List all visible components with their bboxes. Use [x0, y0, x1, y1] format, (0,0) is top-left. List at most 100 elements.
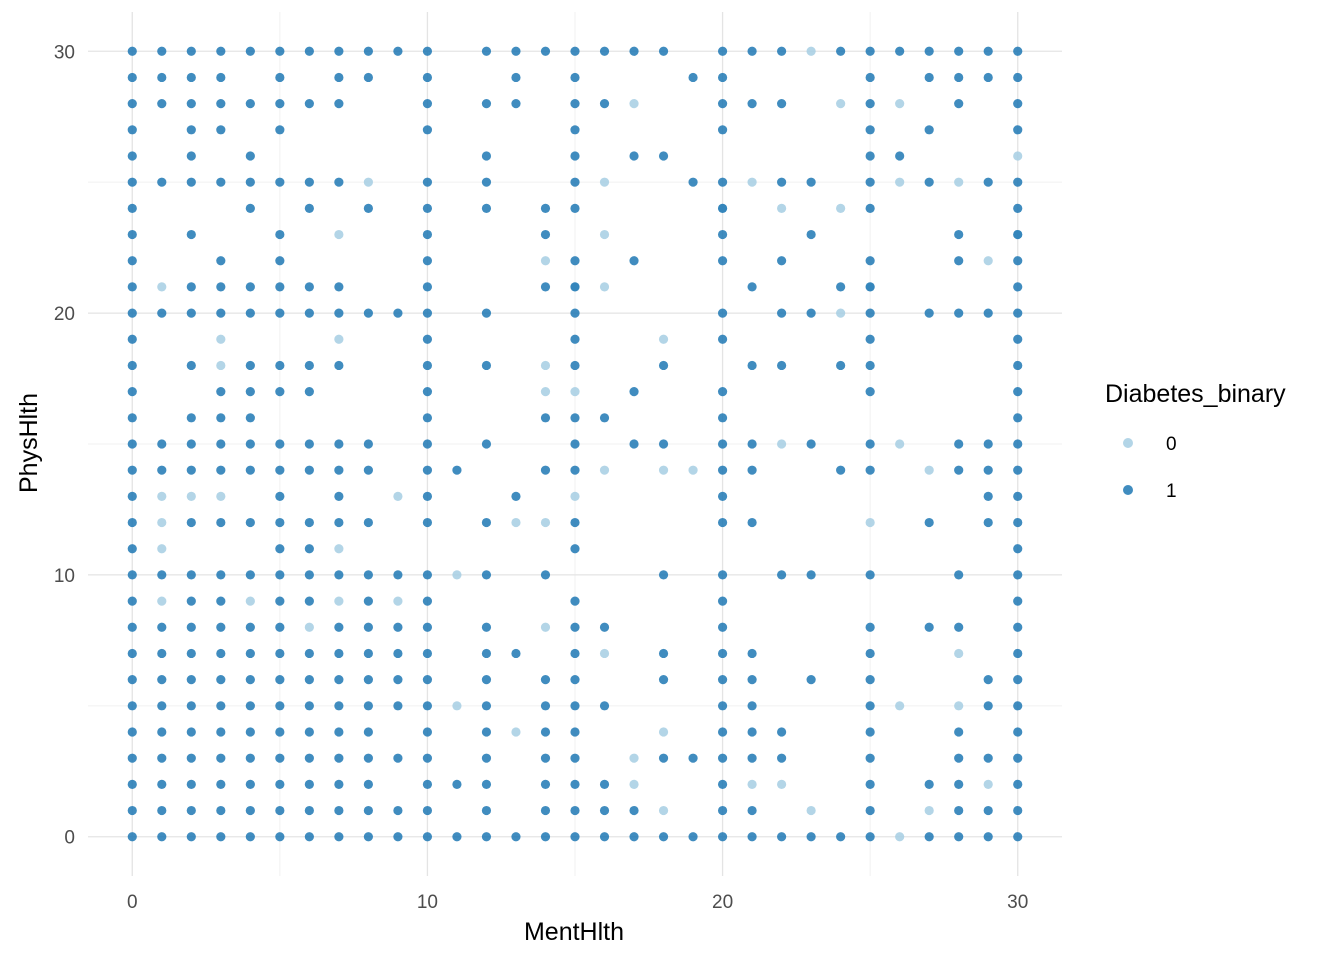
data-point-1	[481, 46, 492, 56]
data-point-1	[127, 544, 137, 554]
data-point-1	[1013, 570, 1023, 580]
data-point-1	[865, 727, 875, 737]
data-point-1	[658, 675, 669, 685]
data-point-1	[275, 465, 285, 475]
data-point-1	[422, 282, 433, 292]
data-point-1	[570, 72, 580, 83]
data-point-1	[747, 439, 757, 449]
data-point-1	[865, 256, 875, 266]
data-point-0	[865, 517, 875, 528]
data-point-1	[599, 413, 610, 423]
data-point-1	[245, 622, 255, 632]
data-point-1	[216, 465, 226, 475]
data-point-1	[245, 203, 255, 213]
data-point-1	[452, 779, 462, 789]
data-point-1	[216, 622, 226, 632]
data-point-0	[599, 177, 610, 187]
data-point-0	[629, 753, 639, 763]
data-point-1	[806, 570, 816, 580]
data-point-1	[865, 387, 875, 397]
data-point-1	[127, 72, 137, 83]
data-point-1	[865, 334, 875, 344]
data-point-1	[127, 648, 137, 659]
data-point-1	[511, 491, 521, 501]
data-point-1	[334, 99, 344, 109]
data-point-1	[924, 308, 934, 318]
data-point-1	[275, 125, 285, 135]
data-point-1	[186, 779, 196, 789]
data-point-1	[186, 229, 196, 240]
data-point-1	[1013, 229, 1023, 240]
data-point-1	[363, 701, 373, 711]
data-point-1	[186, 596, 196, 606]
data-point-1	[186, 360, 196, 371]
data-point-1	[186, 753, 196, 763]
data-point-0	[924, 465, 934, 475]
data-point-0	[836, 308, 846, 318]
data-point-1	[836, 282, 846, 292]
legend-label-0: 0	[1166, 434, 1177, 455]
data-point-0	[393, 596, 403, 606]
data-point-1	[275, 544, 285, 554]
data-point-1	[570, 544, 580, 554]
data-point-1	[393, 648, 403, 659]
data-point-1	[275, 282, 285, 292]
data-point-1	[599, 701, 610, 711]
data-point-1	[334, 517, 344, 528]
data-point-1	[275, 360, 285, 371]
data-point-1	[186, 727, 196, 737]
legend-label-1: 1	[1166, 481, 1177, 502]
data-point-0	[540, 256, 551, 266]
data-point-1	[127, 177, 137, 187]
data-point-1	[983, 517, 993, 528]
data-point-1	[393, 701, 403, 711]
data-point-0	[452, 701, 462, 711]
data-point-1	[629, 256, 639, 266]
data-point-1	[747, 701, 757, 711]
data-point-1	[393, 308, 403, 318]
data-point-1	[127, 151, 137, 161]
data-point-1	[777, 832, 787, 842]
data-point-0	[777, 779, 787, 789]
data-point-1	[245, 282, 255, 292]
data-point-1	[983, 832, 993, 842]
data-point-1	[157, 439, 167, 449]
data-point-0	[245, 596, 255, 606]
data-point-1	[570, 99, 580, 109]
data-point-0	[540, 622, 551, 632]
data-point-1	[481, 177, 492, 187]
data-point-1	[481, 570, 492, 580]
data-point-0	[599, 229, 610, 240]
data-point-1	[629, 832, 639, 842]
data-point-1	[540, 701, 551, 711]
data-point-0	[304, 622, 314, 632]
data-point-1	[983, 308, 993, 318]
data-point-1	[363, 596, 373, 606]
data-point-1	[629, 46, 639, 56]
data-point-1	[127, 570, 137, 580]
data-point-1	[334, 648, 344, 659]
data-point-1	[304, 465, 314, 475]
data-point-1	[275, 779, 285, 789]
data-point-1	[1013, 648, 1023, 659]
data-point-1	[245, 648, 255, 659]
data-point-1	[806, 439, 816, 449]
data-point-0	[688, 465, 698, 475]
data-point-1	[127, 727, 137, 737]
data-point-1	[747, 805, 757, 816]
data-point-1	[216, 282, 226, 292]
data-point-1	[393, 622, 403, 632]
data-point-1	[393, 675, 403, 685]
data-point-1	[924, 125, 934, 135]
data-point-1	[304, 596, 314, 606]
data-point-1	[216, 727, 226, 737]
data-point-1	[806, 177, 816, 187]
data-point-0	[157, 282, 167, 292]
data-point-1	[688, 72, 698, 83]
data-point-1	[127, 753, 137, 763]
data-point-1	[570, 648, 580, 659]
data-point-1	[334, 832, 344, 842]
data-point-1	[245, 177, 255, 187]
data-point-1	[422, 675, 433, 685]
data-point-1	[275, 491, 285, 501]
